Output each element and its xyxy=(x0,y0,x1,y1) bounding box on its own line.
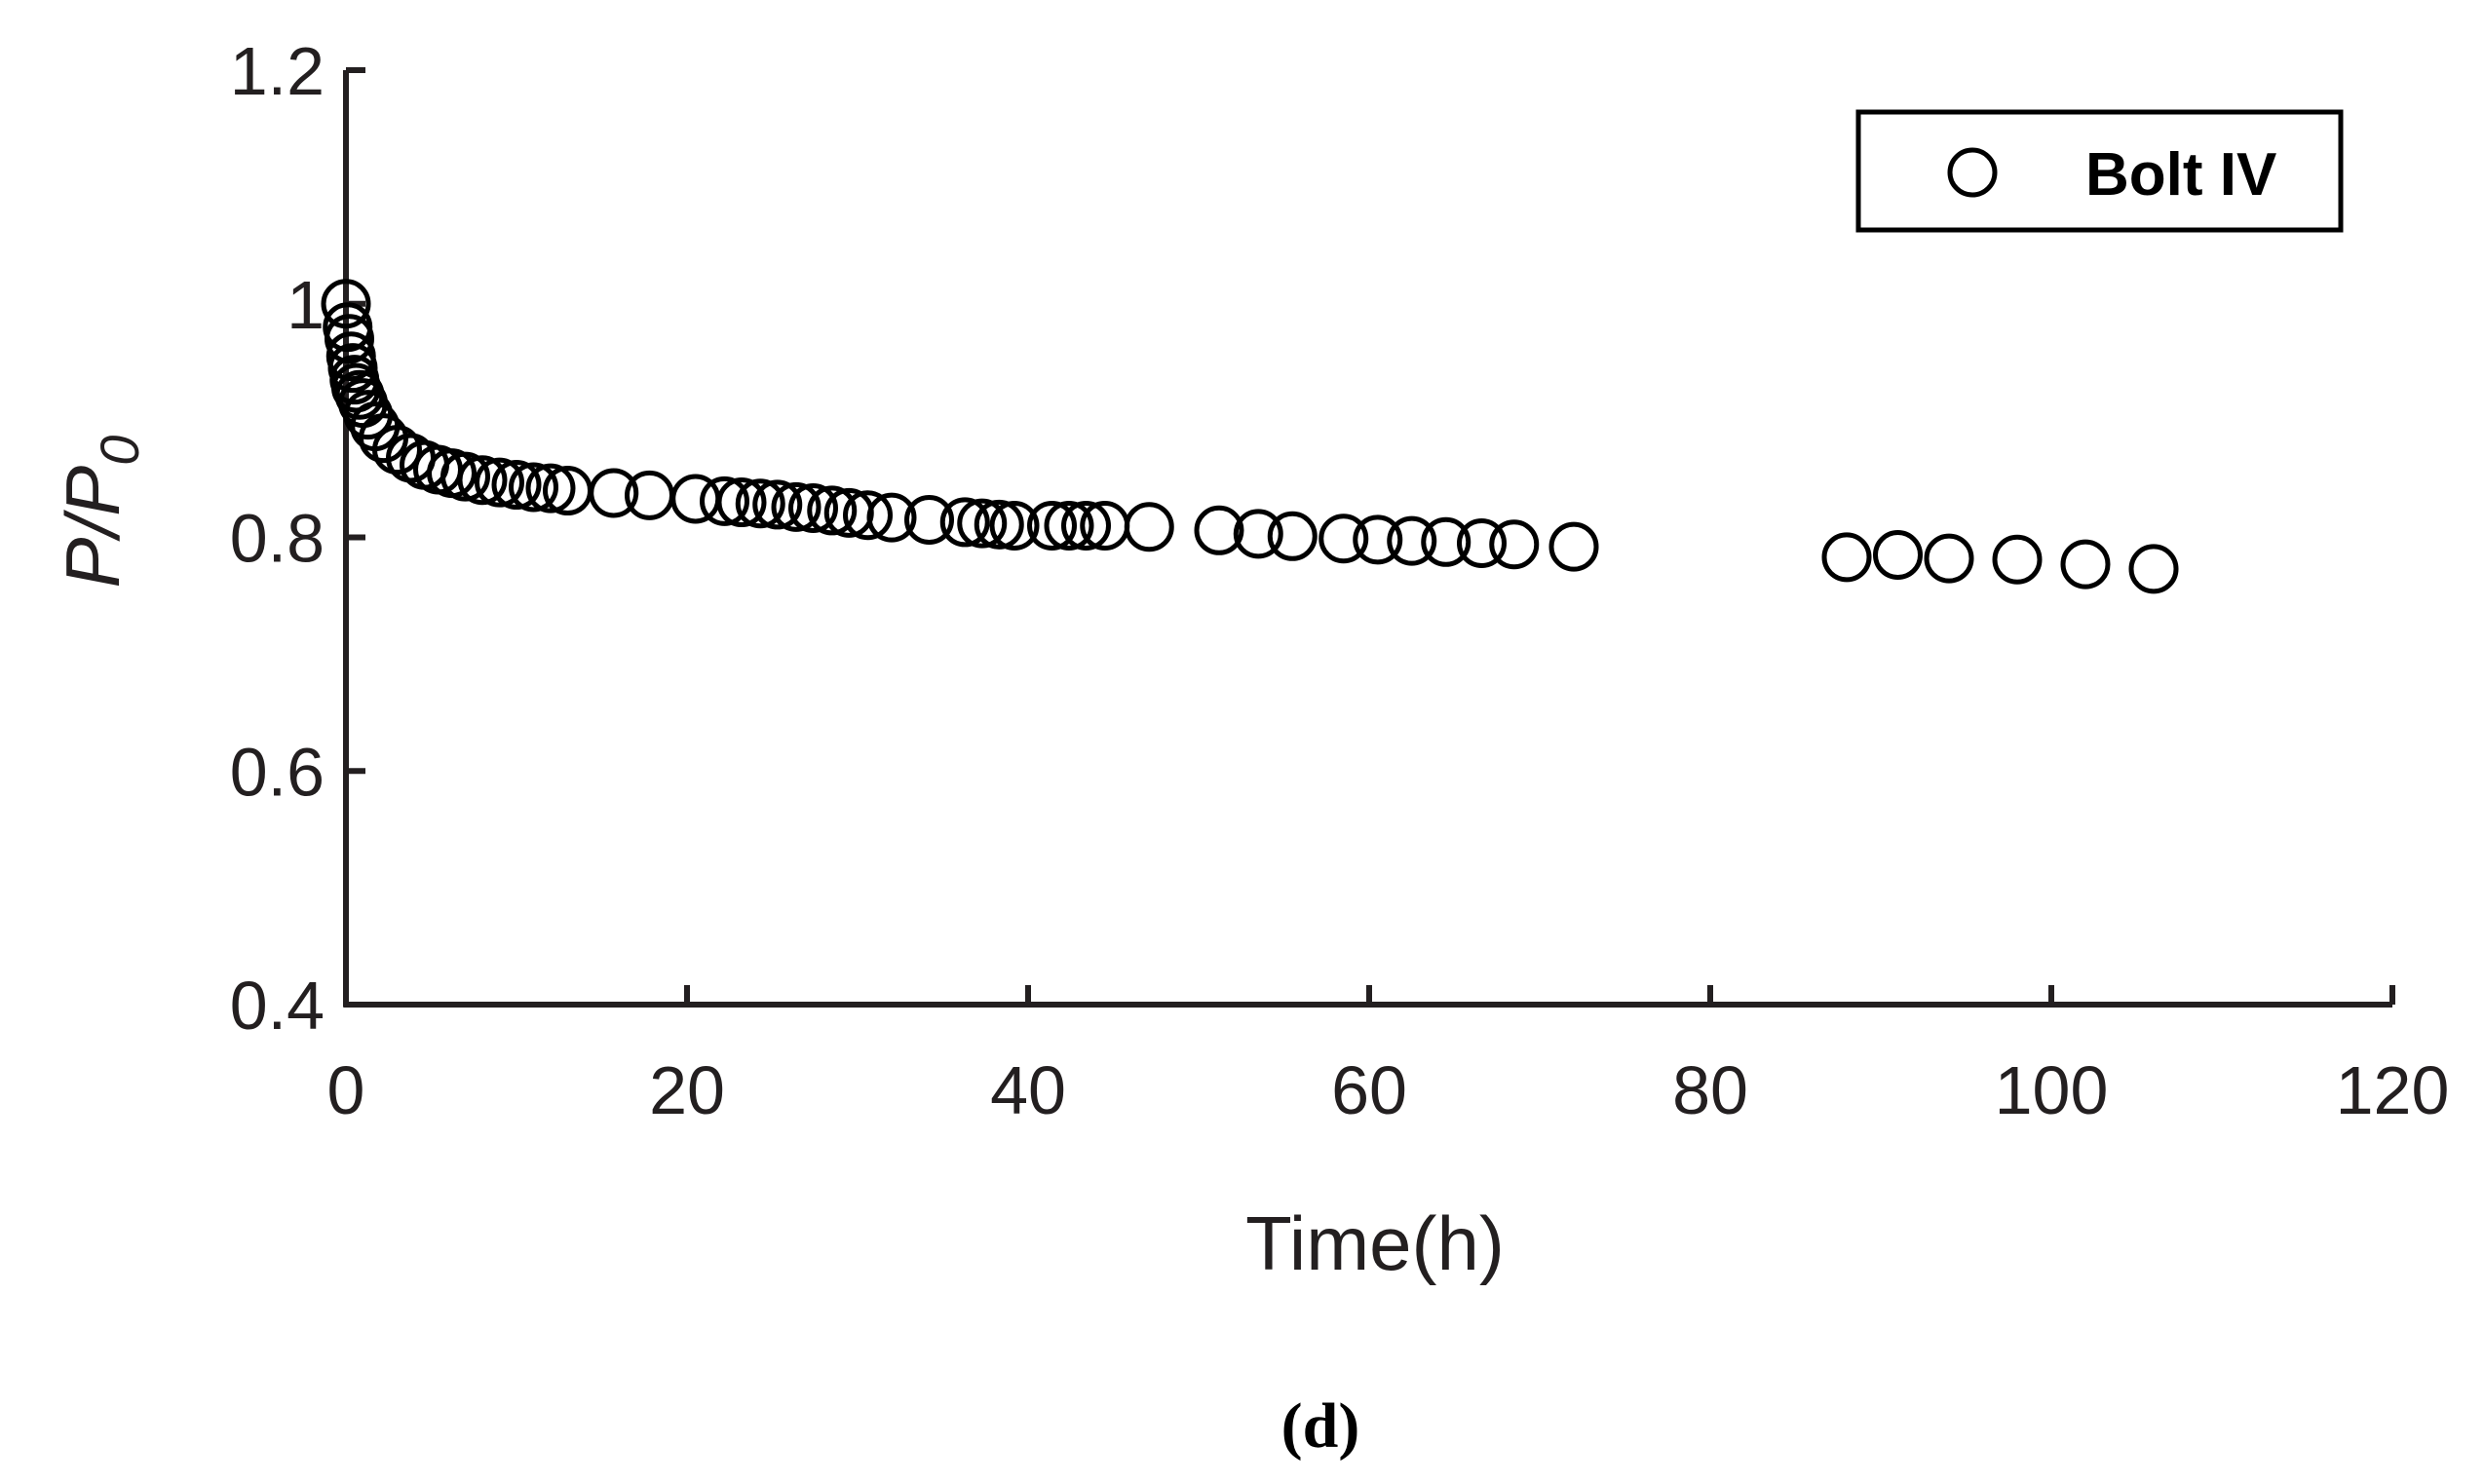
data-point xyxy=(904,495,954,546)
data-point xyxy=(2128,544,2179,594)
data-point xyxy=(1124,502,1174,552)
data-point xyxy=(1421,516,1471,567)
data-point xyxy=(1821,532,1872,583)
x-tick-label: 80 xyxy=(1672,1052,1748,1128)
data-point xyxy=(716,477,767,528)
data-point xyxy=(1194,505,1244,555)
data-point xyxy=(475,457,524,508)
data-point xyxy=(1924,533,1974,584)
data-point xyxy=(957,498,1008,549)
legend-entry-bolt-iv: Bolt IV xyxy=(2085,141,2276,209)
panel-label: (d) xyxy=(1281,1390,1360,1462)
data-point xyxy=(491,460,542,511)
y-axis-label: P/P0 xyxy=(50,436,150,589)
data-point xyxy=(1044,501,1094,552)
x-tick-label: 0 xyxy=(327,1052,365,1128)
data-point xyxy=(440,451,490,502)
data-point xyxy=(700,476,749,526)
data-point xyxy=(1267,511,1318,561)
data-point xyxy=(1318,514,1369,564)
data-point xyxy=(1061,501,1111,552)
data-point xyxy=(1489,519,1540,570)
data-point xyxy=(1548,521,1599,572)
y-tick-label: 0.6 xyxy=(230,734,325,810)
data-point xyxy=(788,483,838,534)
x-axis-ticks: 0 20 40 60 80 100 120 xyxy=(327,985,2450,1128)
data-point xyxy=(1027,501,1077,552)
legend-box xyxy=(1855,109,2344,233)
data-point xyxy=(372,425,422,476)
x-tick-label: 100 xyxy=(1995,1052,2109,1128)
y-axis-ticks: 0.4 0.6 0.8 1 1.2 xyxy=(230,33,365,1044)
data-point xyxy=(525,463,576,514)
data-point xyxy=(939,497,990,548)
x-axis-label: Time(h) xyxy=(1245,1200,1505,1286)
data-point xyxy=(752,479,803,530)
data-points xyxy=(321,279,2179,594)
data-point xyxy=(1387,515,1437,566)
data-point xyxy=(974,499,1024,550)
x-tick-label: 120 xyxy=(2336,1052,2450,1128)
legend: Bolt IV xyxy=(1855,109,2344,233)
x-tick-label: 20 xyxy=(649,1052,725,1128)
data-point xyxy=(1992,534,2043,585)
data-point xyxy=(1457,517,1507,568)
x-tick-label: 40 xyxy=(990,1052,1066,1128)
y-tick-label: 0.8 xyxy=(230,501,325,577)
data-point xyxy=(457,455,508,506)
y-tick-label: 0.4 xyxy=(230,968,325,1044)
data-point xyxy=(989,501,1040,552)
data-point xyxy=(735,478,785,529)
data-point xyxy=(1873,529,1923,580)
data-point xyxy=(771,481,822,532)
data-point xyxy=(843,490,893,541)
data-point xyxy=(589,468,639,518)
data-point xyxy=(509,462,558,513)
legend-marker-circle xyxy=(1947,147,1998,198)
data-point xyxy=(321,279,371,329)
data-point xyxy=(807,485,858,536)
y-axis-label-subscript: 0 xyxy=(89,436,150,466)
x-tick-label: 60 xyxy=(1331,1052,1407,1128)
data-point xyxy=(325,314,374,364)
data-point xyxy=(2060,539,2111,590)
y-tick-label: 1 xyxy=(287,267,325,343)
y-axis-label-main: P/P xyxy=(50,466,135,589)
data-point xyxy=(1233,509,1283,559)
y-tick-label: 1.2 xyxy=(230,33,325,109)
data-point xyxy=(866,492,917,543)
data-point xyxy=(1353,514,1403,565)
